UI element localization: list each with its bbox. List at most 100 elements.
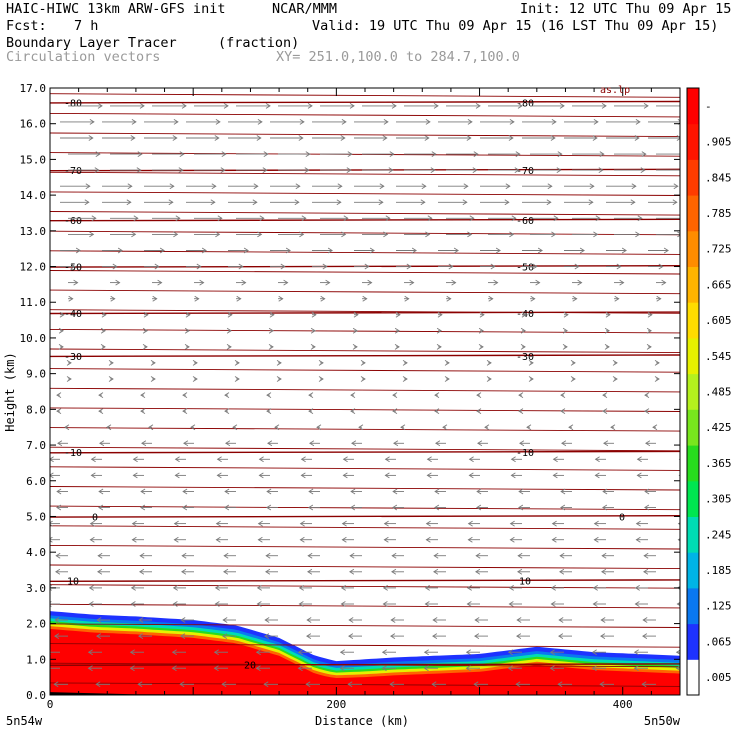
colorbar-swatch — [687, 587, 699, 625]
vector-arrow — [194, 151, 227, 157]
vector-arrow — [312, 119, 347, 125]
vector-arrow — [560, 488, 572, 495]
colorbar-label: .905 — [705, 136, 732, 149]
vector-arrow — [194, 103, 229, 109]
vector-arrow — [677, 522, 680, 526]
vector-arrow — [404, 151, 437, 157]
vector-arrow — [646, 344, 652, 350]
vector-arrow — [129, 665, 144, 672]
vector-arrow — [185, 311, 191, 318]
vector-arrow — [130, 601, 144, 607]
vector-arrow — [644, 488, 656, 495]
vector-arrow — [468, 456, 480, 463]
vector-arrow — [530, 103, 565, 109]
y-tick-label: 2.0 — [26, 618, 46, 631]
vector-arrow — [404, 279, 415, 286]
vector-arrow — [68, 151, 101, 157]
labeled-contour — [50, 663, 680, 666]
vector-arrow — [110, 231, 137, 238]
vector-arrow — [402, 376, 408, 382]
vector-arrow — [152, 231, 179, 238]
field-units: (fraction) — [218, 35, 300, 51]
vector-arrow — [522, 135, 556, 141]
vector-arrow — [186, 247, 207, 254]
vector-arrow — [186, 263, 202, 270]
colorbar-label: - — [705, 100, 712, 113]
vector-arrow — [182, 488, 194, 495]
vector-arrow — [236, 279, 247, 286]
vector-arrow — [480, 119, 515, 125]
vector-arrow — [552, 472, 564, 479]
vector-arrow — [186, 199, 216, 206]
vector-arrow — [446, 279, 457, 286]
vector-arrow — [144, 119, 179, 125]
fcst-label: Fcst: — [6, 18, 47, 34]
vector-arrow — [656, 105, 680, 107]
colorbar: .005 .065 .125 .185 .245 .305 .365 .425 .485 .545… — [686, 87, 732, 696]
vector-arrow — [278, 295, 284, 302]
vector-arrow — [226, 344, 232, 350]
vector-arrow — [87, 649, 102, 656]
vector-arrow — [224, 392, 230, 398]
vector-arrow — [392, 504, 404, 511]
vector-arrow — [173, 536, 186, 543]
vector-arrow — [142, 344, 148, 350]
vector-arrow — [656, 215, 680, 222]
contour-line — [50, 289, 680, 295]
vector-arrow — [433, 568, 446, 575]
colorbar-swatch — [687, 302, 699, 339]
vector-arrow — [172, 601, 186, 607]
y-tick-label: 6.0 — [26, 475, 46, 488]
vector-arrow — [300, 456, 312, 463]
vector-arrow — [228, 119, 263, 125]
vector-arrow — [383, 536, 396, 543]
contour-label: 10 — [67, 577, 79, 588]
vector-arrow — [507, 649, 522, 656]
vector-arrow — [320, 167, 352, 173]
vector-arrow — [484, 424, 490, 431]
vector-arrow — [236, 167, 268, 173]
vector-arrow — [473, 681, 488, 688]
vector-arrow — [610, 424, 616, 431]
vector-arrow — [698, 103, 732, 108]
vector-arrow — [488, 215, 517, 222]
vector-arrow — [480, 183, 511, 190]
vector-arrow — [256, 601, 270, 607]
vector-arrow — [654, 360, 660, 366]
contour-line — [50, 132, 680, 138]
vector-arrow — [478, 344, 484, 350]
vector-arrow — [182, 408, 188, 414]
vector-arrow — [594, 472, 606, 479]
vector-arrow — [215, 520, 228, 527]
vector-arrow — [488, 151, 521, 157]
vector-arrow — [312, 135, 346, 141]
vector-arrow — [224, 488, 236, 495]
contour-label: -70 — [516, 166, 534, 177]
vector-arrow — [394, 344, 400, 350]
vector-arrow — [297, 665, 312, 672]
valid-time: Valid: 19 UTC Thu 09 Apr 15 (16 LST Thu … — [312, 18, 719, 34]
y-tick-label: 0.0 — [26, 689, 46, 702]
y-tick-label: 13.0 — [20, 225, 47, 238]
x-tick-label: 200 — [326, 698, 346, 711]
vector-arrow — [486, 360, 492, 366]
colorbar-label: .545 — [705, 350, 732, 363]
vector-arrow — [603, 440, 614, 447]
vector-arrow — [562, 344, 568, 350]
vector-arrow — [66, 360, 72, 366]
vector-arrow — [236, 151, 269, 157]
vector-arrow — [474, 617, 488, 623]
vector-arrow — [182, 392, 188, 398]
vector-arrow — [102, 135, 136, 141]
vector-arrow — [316, 424, 322, 431]
vector-arrow — [384, 472, 396, 479]
vector-arrow — [299, 536, 312, 543]
vector-arrow — [551, 520, 564, 527]
vector-arrow — [257, 536, 270, 543]
vector-arrow — [278, 215, 307, 222]
vector-arrow — [381, 649, 396, 656]
vector-arrow — [68, 167, 100, 173]
vector-arrow — [320, 103, 355, 109]
vector-arrow — [173, 520, 186, 527]
vector-arrow — [476, 504, 488, 511]
